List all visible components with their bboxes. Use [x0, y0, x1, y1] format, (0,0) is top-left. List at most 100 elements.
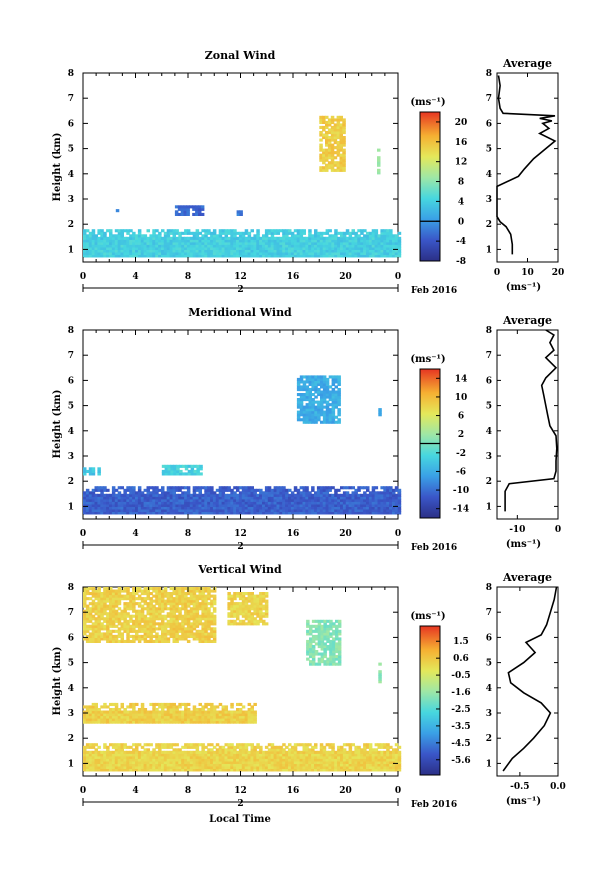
- zonal-wind-heatmap-cell: [314, 236, 318, 240]
- vertical-wind-heatmap-cell: [140, 750, 145, 754]
- vertical-wind-heatmap-cell: [143, 768, 148, 772]
- meridional-wind-heatmap-cell: [328, 375, 333, 379]
- vertical-wind-heatmap-cell: [123, 622, 127, 626]
- meridional-wind-heatmap-cell: [296, 418, 301, 422]
- vertical-wind-heatmap-cell: [256, 745, 260, 749]
- zonal-wind-heatmap-cell: [174, 212, 179, 216]
- vertical-wind-heatmap-cell: [371, 760, 376, 764]
- meridional-wind-heatmap-cell: [345, 491, 350, 495]
- vertical-wind-heatmap-cell: [397, 763, 402, 767]
- zonal-wind-heatmap-cell: [322, 148, 326, 152]
- vertical-wind-heatmap-cell: [97, 604, 101, 608]
- meridional-wind-heatmap-cell: [250, 491, 254, 495]
- zonal-wind-heatmap-cell: [319, 249, 324, 253]
- zonal-wind-heatmap-cell: [109, 229, 113, 233]
- vertical-wind-heatmap-cell: [152, 624, 156, 628]
- zonal-wind-average-x-label: 0: [494, 268, 500, 278]
- meridional-wind-heatmap-cell: [290, 506, 295, 510]
- vertical-wind-heatmap-cell: [149, 602, 153, 606]
- meridional-wind-heatmap-cell: [305, 511, 309, 515]
- meridional-wind-heatmap-cell: [155, 496, 159, 500]
- meridional-wind-heatmap-cell: [305, 405, 310, 409]
- zonal-wind-colorbar-label: 20: [455, 118, 468, 128]
- vertical-wind-heatmap-cell: [247, 750, 252, 754]
- vertical-wind-heatmap-cell: [212, 715, 217, 719]
- vertical-wind-heatmap-cell: [282, 743, 286, 747]
- vertical-wind-heatmap-cell: [137, 627, 142, 631]
- vertical-wind-heatmap-cell: [152, 607, 156, 611]
- zonal-wind-heatmap-cell: [169, 229, 174, 233]
- vertical-wind-heatmap-cell: [342, 750, 347, 754]
- meridional-wind-heatmap-cell: [190, 472, 195, 476]
- meridional-wind-heatmap-cell: [146, 491, 150, 495]
- vertical-wind-heatmap-cell: [161, 743, 165, 747]
- zonal-wind-heatmap-cell: [175, 249, 179, 253]
- meridional-wind-heatmap-cell: [186, 506, 191, 510]
- meridional-wind-heatmap-cell: [290, 496, 295, 500]
- meridional-wind-heatmap-cell: [320, 377, 324, 381]
- vertical-wind-heatmap-cell: [308, 748, 312, 752]
- zonal-wind-heatmap-cell: [377, 234, 381, 238]
- vertical-wind-heatmap-cell: [172, 765, 176, 769]
- vertical-wind-heatmap-cell: [207, 765, 211, 769]
- meridional-wind-heatmap-cell: [210, 501, 214, 505]
- zonal-wind-heatmap-cell: [302, 254, 306, 258]
- meridional-wind-heatmap-cell: [389, 486, 393, 490]
- vertical-wind-heatmap-cell: [262, 760, 266, 764]
- meridional-wind-heatmap-cell: [302, 388, 307, 392]
- zonal-wind-heatmap-cell: [210, 249, 214, 253]
- vertical-wind-heatmap-cell: [377, 763, 381, 767]
- meridional-wind-heatmap-cell: [233, 503, 237, 507]
- zonal-wind-heatmap-cell: [186, 212, 190, 216]
- meridional-wind-heatmap-cell: [152, 493, 156, 497]
- vertical-wind-heatmap-cell: [140, 720, 145, 724]
- vertical-wind-heatmap-cell: [120, 755, 124, 759]
- vertical-wind-heatmap-cell: [264, 755, 269, 759]
- zonal-wind-heatmap-cell: [330, 143, 335, 147]
- meridional-wind-region-4: [378, 408, 382, 417]
- meridional-wind-heatmap-cell: [195, 498, 200, 502]
- meridional-wind-heatmap-cell: [314, 410, 318, 414]
- zonal-wind-average-y-label: 7: [486, 94, 492, 104]
- vertical-wind-heatmap-cell: [106, 768, 110, 772]
- vertical-wind-heatmap-cell: [328, 755, 332, 759]
- vertical-wind-heatmap-cell: [218, 755, 223, 759]
- vertical-wind-heatmap-cell: [236, 763, 240, 767]
- meridional-wind-heatmap-cell: [316, 488, 321, 492]
- meridional-wind-heatmap-cell: [83, 508, 87, 512]
- vertical-wind-heatmap-cell: [94, 609, 98, 613]
- vertical-wind-heatmap-cell: [88, 763, 93, 767]
- vertical-wind-heatmap-cell: [189, 713, 194, 717]
- vertical-wind-heatmap-cell: [276, 755, 280, 759]
- vertical-wind-heatmap-cell: [198, 718, 202, 722]
- zonal-wind-heatmap-cell: [109, 234, 113, 238]
- meridional-wind-heatmap-cell: [334, 385, 338, 389]
- vertical-wind-heatmap-cell: [328, 753, 332, 757]
- meridional-wind-heatmap-cell: [221, 488, 226, 492]
- vertical-wind-heatmap-cell: [91, 743, 96, 747]
- meridional-wind-heatmap-cell: [137, 496, 142, 500]
- vertical-wind-heatmap-cell: [342, 763, 347, 767]
- vertical-wind-heatmap-cell: [233, 768, 237, 772]
- vertical-wind-heatmap-cell: [342, 748, 347, 752]
- meridional-wind-heatmap-cell: [111, 503, 116, 507]
- vertical-wind-heatmap-cell: [91, 594, 96, 598]
- zonal-wind-heatmap-cell: [239, 212, 243, 216]
- vertical-wind-heatmap-cell: [149, 713, 153, 717]
- zonal-wind-heatmap-cell: [273, 244, 278, 248]
- vertical-wind-heatmap-cell: [374, 758, 379, 762]
- vertical-wind-heatmap-cell: [123, 609, 127, 613]
- vertical-wind-heatmap-cell: [380, 743, 384, 747]
- meridional-wind-heatmap-cell: [302, 415, 307, 419]
- meridional-wind-heatmap-cell: [163, 511, 168, 515]
- meridional-wind-heatmap-cell: [85, 501, 90, 505]
- vertical-wind-heatmap-cell: [348, 745, 353, 749]
- vertical-wind-heatmap-cell: [305, 765, 309, 769]
- zonal-wind-heatmap-cell: [336, 123, 341, 127]
- zonal-wind-heatmap-cell: [342, 236, 347, 240]
- meridional-wind-heatmap-cell: [305, 496, 309, 500]
- zonal-wind-heatmap-cell: [319, 143, 323, 147]
- vertical-wind-heatmap-cell: [322, 755, 327, 759]
- meridional-wind-heatmap-cell: [337, 393, 341, 397]
- meridional-wind-heatmap-cell: [186, 511, 191, 515]
